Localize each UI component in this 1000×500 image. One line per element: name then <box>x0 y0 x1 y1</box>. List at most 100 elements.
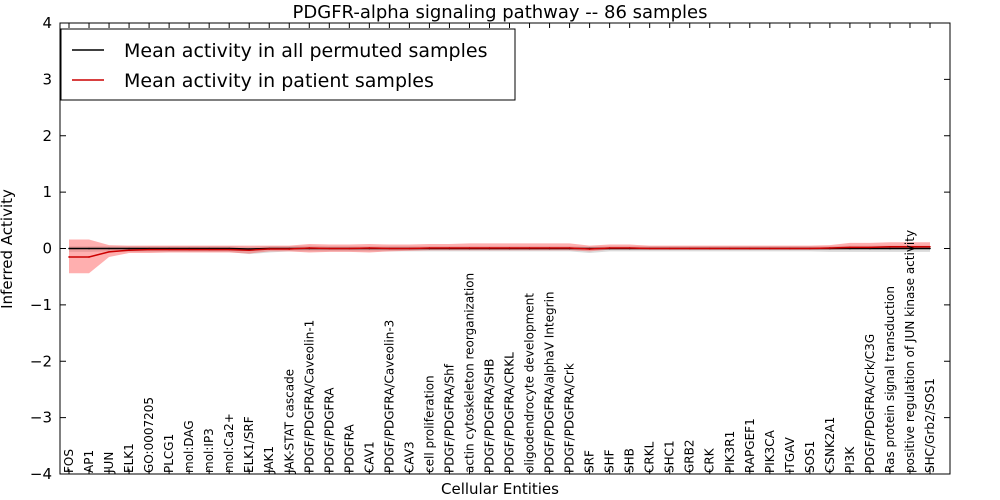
series-point-patient <box>608 247 611 249</box>
series-point-patient <box>68 256 70 258</box>
series-point-patient <box>869 246 871 249</box>
x-tick-label: JUN <box>102 452 116 474</box>
series-point-patient <box>348 247 351 250</box>
series-point-patient <box>108 251 110 253</box>
series-point-patient <box>628 247 631 249</box>
x-tick-label: PIK3CA <box>763 429 777 473</box>
series-lines <box>68 246 931 258</box>
y-tick-label: −4 <box>30 465 52 483</box>
x-tick-label: cell proliferation <box>422 375 436 473</box>
series-point-patient <box>688 247 691 250</box>
y-tick-label: −2 <box>30 352 52 370</box>
y-axis: −4 −3 −2 −1 0 1 2 3 4 <box>30 14 950 483</box>
series-point-patient <box>508 247 511 249</box>
x-tick-label: PDGF/PDGFRA/CRKL <box>503 352 517 473</box>
band-patient <box>69 239 930 274</box>
series-point-patient <box>829 247 831 249</box>
x-tick-label: mol:IP3 <box>202 428 216 473</box>
x-tick-label: RAPGEF1 <box>743 418 757 473</box>
y-tick-label: 4 <box>42 14 52 32</box>
series-point-patient <box>568 247 571 249</box>
x-tick-label: GO:0007205 <box>142 397 156 473</box>
x-tick-label: Ras protein signal transduction <box>883 286 897 473</box>
x-tick-label: PDGF/PDGFRA/Caveolin-1 <box>302 320 316 473</box>
x-tick-label: SHC1 <box>663 440 677 473</box>
x-tick-label: PI3K <box>843 446 857 473</box>
series-point-permuted <box>929 247 931 250</box>
x-tick-label: PDGF/PDGFRA/SHB <box>482 359 496 473</box>
series-point-patient <box>849 246 851 249</box>
x-tick-label: ELK1/SRF <box>242 416 256 473</box>
y-tick-label: 0 <box>42 240 52 258</box>
series-point-patient <box>368 247 371 249</box>
series-point-patient <box>148 248 150 251</box>
chart-title: PDGFR-alpha signaling pathway -- 86 samp… <box>293 2 708 23</box>
x-tick-label: FOS <box>62 449 76 473</box>
series-point-patient <box>789 247 791 250</box>
series-point-patient <box>648 247 651 250</box>
series-point-patient <box>488 247 491 249</box>
series-point-permuted <box>909 247 911 250</box>
series-point-patient <box>428 247 431 249</box>
x-tick-label: ELK1 <box>122 443 136 473</box>
series-point-patient <box>208 248 210 251</box>
series-point-patient <box>448 247 451 249</box>
series-point-permuted <box>889 247 891 250</box>
series-point-patient <box>889 246 891 248</box>
y-axis-title: Inferred Activity <box>0 189 16 309</box>
x-tick-label: PDGFRA <box>342 423 356 473</box>
x-tick-label: SOS1 <box>803 441 817 473</box>
legend-label-permuted: Mean activity in all permuted samples <box>124 40 487 62</box>
legend-label-patient: Mean activity in patient samples <box>124 70 434 92</box>
legend: Mean activity in all permuted samples Me… <box>60 28 516 101</box>
x-tick-label: JAK1 <box>262 446 276 474</box>
series-point-patient <box>88 256 90 258</box>
series-point-patient <box>328 247 331 250</box>
x-tick-label: oligodendrocyte development <box>523 293 537 473</box>
series-point-patient <box>308 247 311 249</box>
series-point-patient <box>708 247 711 250</box>
series-point-patient <box>288 248 291 250</box>
y-tick-label: 3 <box>42 70 52 88</box>
x-tick-label: PDGF/PDGFRA/Caveolin-3 <box>382 320 396 473</box>
x-tick-label: SHF <box>603 449 617 473</box>
series-point-patient <box>748 247 751 250</box>
series-point-patient <box>388 247 391 250</box>
x-tick-label: GRB2 <box>683 439 697 473</box>
y-tick-label: −3 <box>30 409 52 427</box>
y-tick-label: −1 <box>30 296 52 314</box>
series-point-permuted <box>68 247 70 250</box>
x-tick-label: CRK <box>703 447 717 473</box>
series-point-patient <box>769 247 771 250</box>
x-tick-label: JAK-STAT cascade <box>282 369 296 474</box>
series-point-patient <box>248 249 251 251</box>
series-point-patient <box>728 247 731 250</box>
series-point-permuted <box>88 247 90 250</box>
x-tick-label: ITGAV <box>783 436 797 473</box>
x-tick-label: SHC/Grb2/SOS1 <box>923 378 937 473</box>
x-tick-label: CAV1 <box>362 441 376 473</box>
series-point-patient <box>528 247 531 249</box>
x-tick-label: CAV3 <box>402 441 416 473</box>
x-tick-label: PDGF/PDGFRA/Crk <box>563 363 577 473</box>
x-tick-label: PDGF/PDGFRA/alphaV Integrin <box>543 291 557 473</box>
series-point-patient <box>168 248 170 251</box>
x-tick-label: actin cytoskeleton reorganization <box>462 273 476 473</box>
series-line-patient <box>69 246 930 258</box>
x-tick-label: SHB <box>623 448 637 473</box>
series-point-patient <box>468 247 471 249</box>
series-point-patient <box>228 248 230 251</box>
x-tick-label: CSNK2A1 <box>823 417 837 473</box>
series-point-permuted <box>128 247 130 250</box>
series-point-patient <box>188 248 190 251</box>
x-tick-label: PDGF/PDGFRA/Crk/C3G <box>863 334 877 473</box>
series-point-patient <box>408 247 411 250</box>
x-tick-label: PIK3R1 <box>723 431 737 473</box>
y-tick-label: 2 <box>42 127 52 145</box>
legend-box <box>60 28 516 101</box>
x-tick-label: mol:Ca2+ <box>222 413 236 473</box>
x-tick-label: CRKL <box>643 441 657 473</box>
x-tick-label: SRF <box>583 450 597 473</box>
series-point-patient <box>909 246 911 248</box>
